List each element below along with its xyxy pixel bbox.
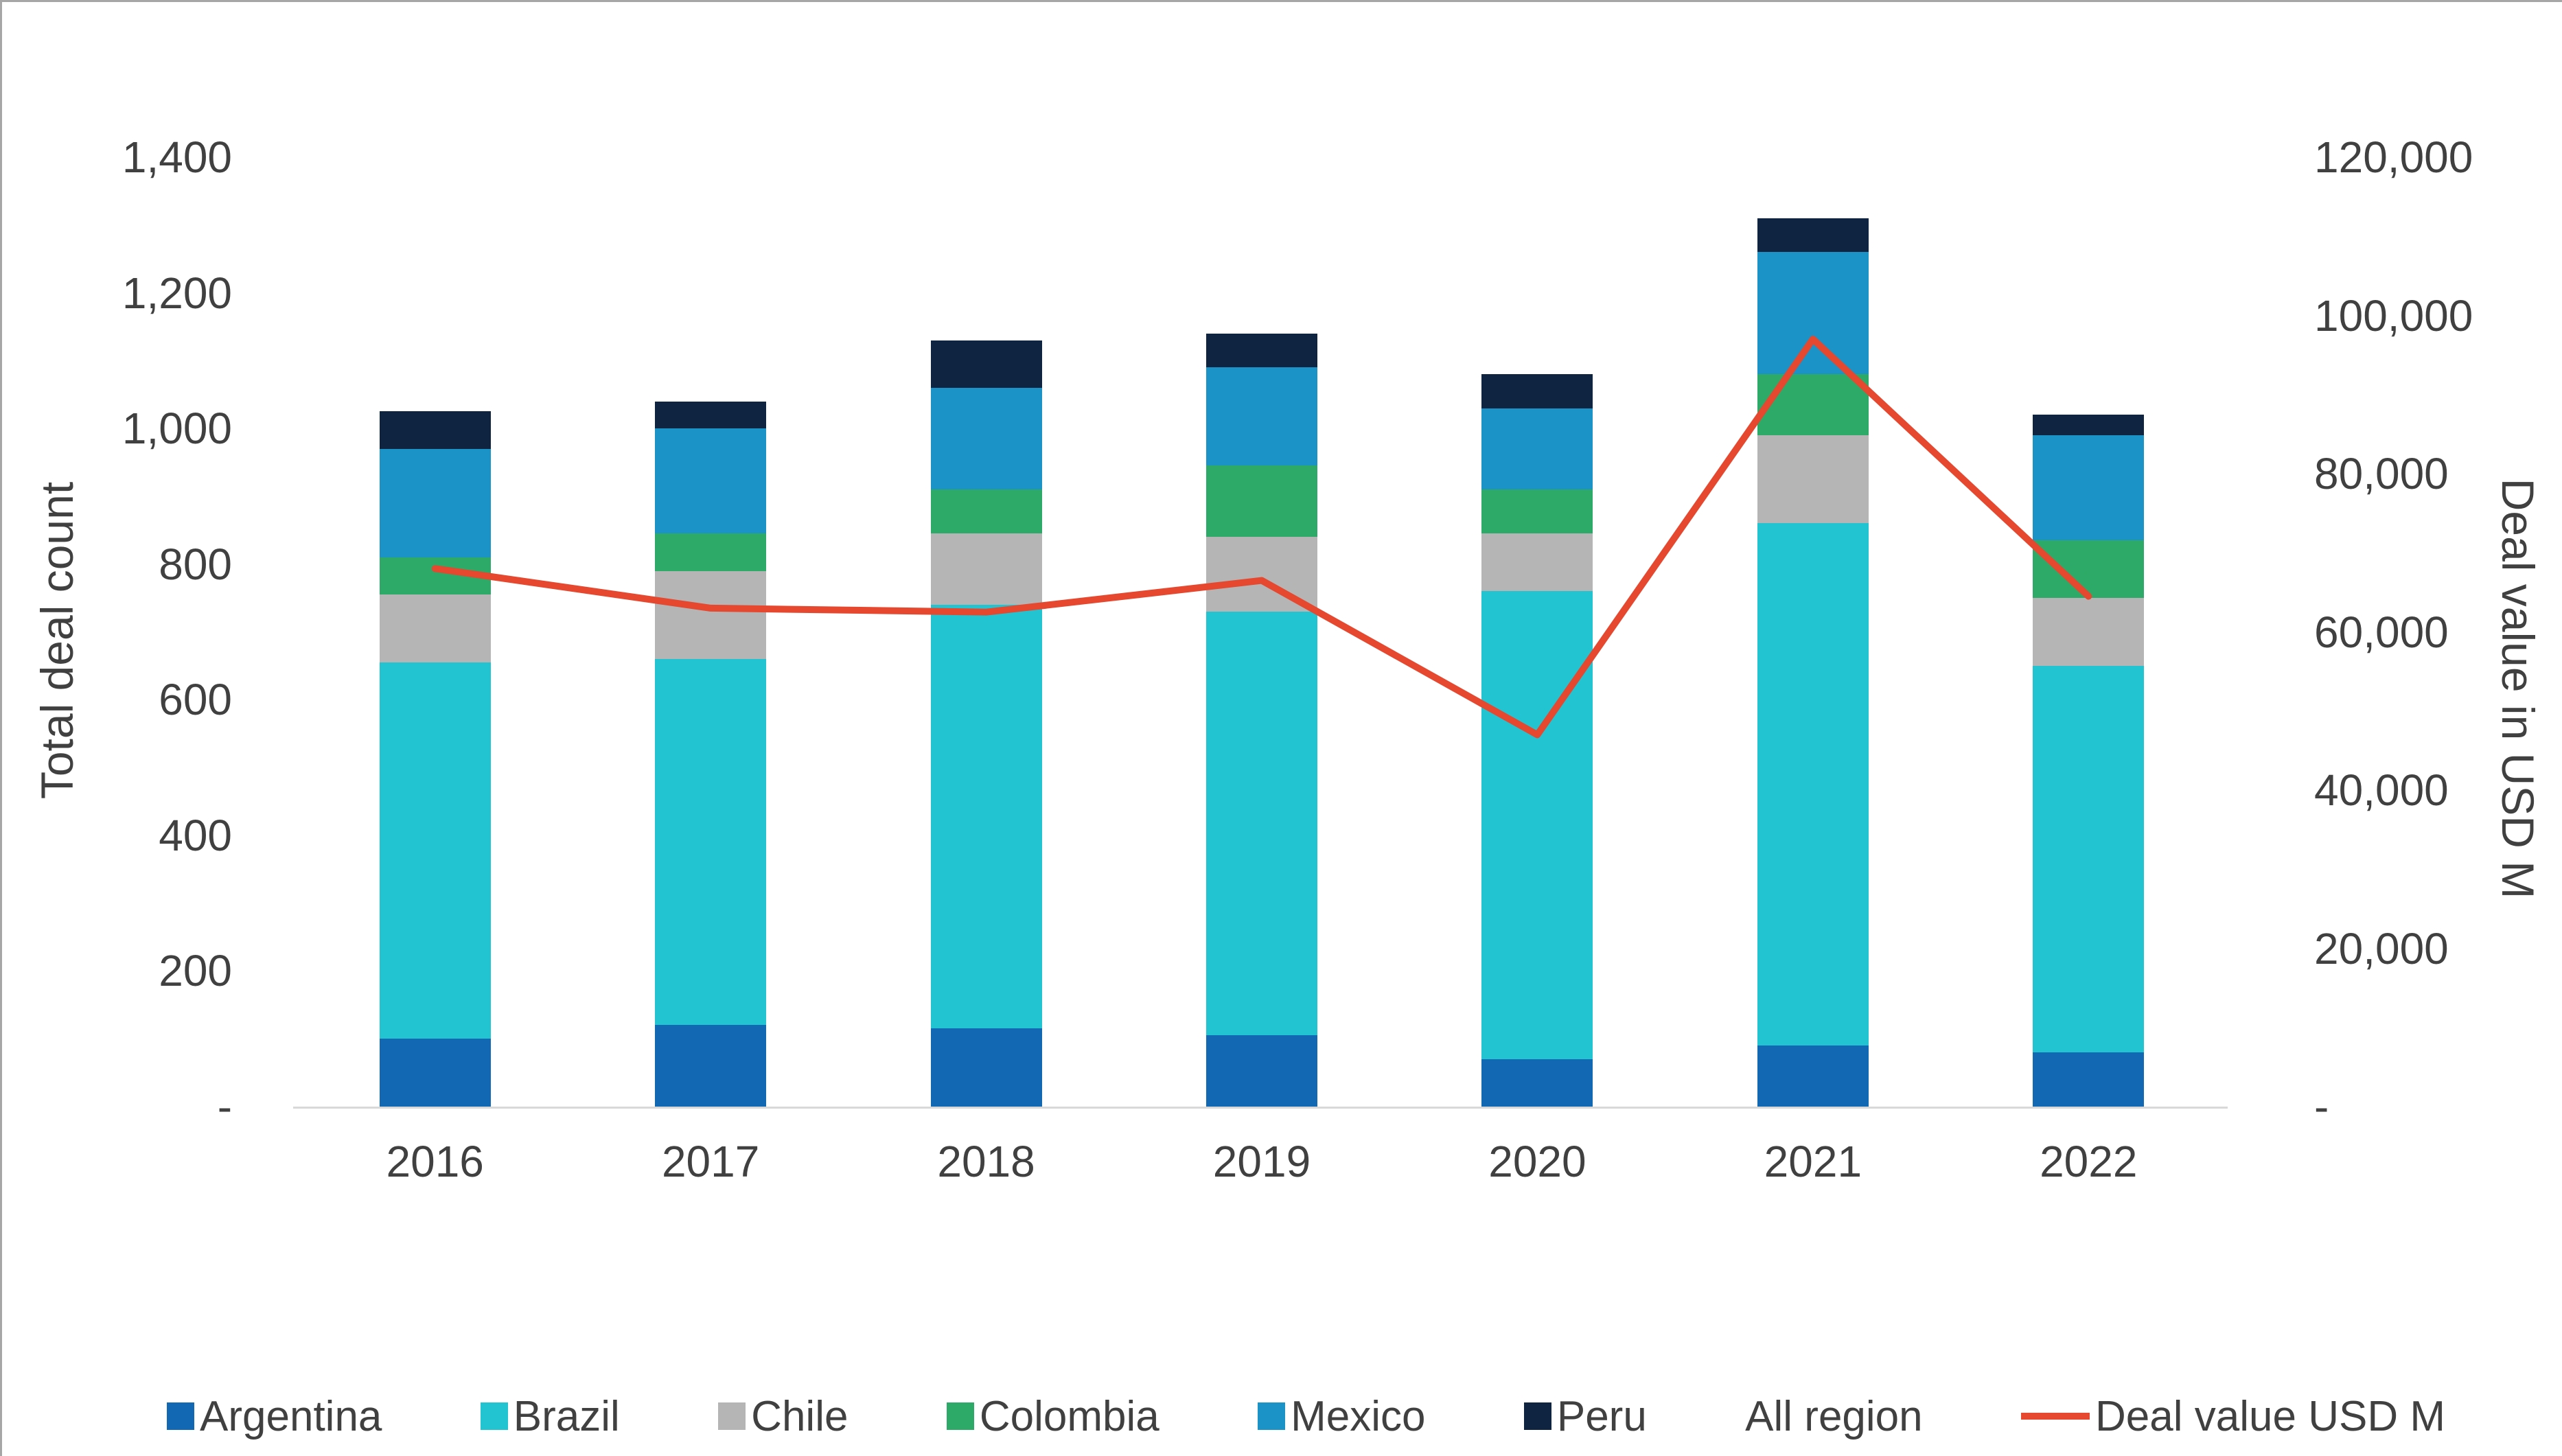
bar-segment-peru-2019	[1206, 333, 1317, 368]
legend-item-all-region: All region	[1745, 1392, 1922, 1441]
bar-segment-peru-2021	[1757, 218, 1869, 253]
x-axis-label-2020: 2020	[1488, 1137, 1586, 1186]
x-axis-label-2019: 2019	[1212, 1137, 1311, 1186]
right-axis-tick-label: 80,000	[2314, 449, 2449, 498]
bar-segment-mexico-2019	[1206, 367, 1317, 466]
bar-segment-argentina-2019	[1206, 1035, 1317, 1107]
legend-square-swatch	[946, 1402, 974, 1430]
bar-segment-brazil-2022	[2033, 665, 2145, 1052]
bar-segment-argentina-2016	[379, 1039, 491, 1107]
bar-segment-brazil-2019	[1206, 611, 1317, 1036]
right-axis-ticks: - 20,000 40,000 60,000 80,000 100,000 120,000	[2314, 2, 2534, 1456]
legend-square-swatch	[480, 1402, 508, 1430]
bar-segment-argentina-2017	[655, 1025, 767, 1107]
legend-item-mexico: Mexico	[1258, 1392, 1425, 1441]
bar-segment-argentina-2020	[1481, 1059, 1593, 1107]
bar-segment-brazil-2017	[655, 659, 767, 1026]
bar-segment-mexico-2016	[379, 448, 491, 557]
bar-segment-chile-2018	[930, 533, 1042, 605]
bar-segment-brazil-2018	[930, 604, 1042, 1029]
left-axis-tick-label: 600	[159, 675, 232, 725]
bar-segment-chile-2019	[1206, 537, 1317, 612]
legend-item-deal-value-usd-m: Deal value USD M	[2021, 1392, 2445, 1441]
bar-segment-chile-2016	[379, 594, 491, 662]
left-axis-tick-label: -	[217, 1082, 232, 1131]
bar-segment-peru-2022	[2033, 415, 2145, 435]
x-axis-label-2018: 2018	[937, 1137, 1035, 1186]
bar-segment-brazil-2016	[379, 662, 491, 1039]
bar-segment-peru-2017	[655, 401, 767, 429]
left-axis-title: Total deal count	[32, 481, 82, 800]
left-axis-tick-label: 800	[159, 539, 232, 589]
left-axis-tick-label: 1,200	[122, 268, 232, 318]
bar-segment-colombia-2022	[2033, 540, 2145, 599]
bar-segment-peru-2018	[930, 340, 1042, 388]
legend-label: Brazil	[513, 1392, 620, 1440]
legend-item-chile: Chile	[718, 1392, 848, 1441]
bar-segment-peru-2020	[1481, 374, 1593, 408]
legend-label: Chile	[751, 1392, 849, 1440]
bar-segment-mexico-2020	[1481, 408, 1593, 490]
legend-item-argentina: Argentina	[167, 1392, 382, 1441]
legend-label: Peru	[1556, 1392, 1647, 1440]
bar-segment-colombia-2020	[1481, 489, 1593, 534]
bar-segment-argentina-2022	[2033, 1052, 2145, 1107]
bar-segment-colombia-2016	[379, 557, 491, 595]
legend-square-swatch	[1258, 1402, 1286, 1430]
bar-segment-mexico-2018	[930, 387, 1042, 490]
legend-item-peru: Peru	[1523, 1392, 1647, 1441]
bar-segment-colombia-2017	[655, 533, 767, 571]
bar-segment-argentina-2021	[1757, 1045, 1869, 1107]
left-axis-tick-label: 200	[159, 946, 232, 996]
legend-label: Argentina	[200, 1392, 382, 1440]
legend-square-swatch	[167, 1402, 194, 1430]
left-axis-ticks: - 200 400 600 800 1,000 1,200 1,400	[84, 2, 232, 1456]
right-axis-tick-label: 40,000	[2314, 765, 2449, 815]
legend-item-colombia: Colombia	[946, 1392, 1159, 1441]
bar-segment-colombia-2021	[1757, 374, 1869, 436]
legend-item-brazil: Brazil	[480, 1392, 620, 1441]
legend-label: Mexico	[1291, 1392, 1426, 1440]
bar-segment-chile-2022	[2033, 598, 2145, 666]
legend-square-swatch	[718, 1402, 746, 1430]
left-axis-tick-label: 1,400	[122, 132, 232, 182]
bar-segment-peru-2016	[379, 411, 491, 449]
bar-segment-argentina-2018	[930, 1028, 1042, 1107]
right-axis-tick-label: 20,000	[2314, 923, 2449, 973]
right-axis-tick-label: 100,000	[2314, 290, 2473, 340]
left-axis-tick-label: 1,000	[122, 404, 232, 454]
bar-segment-chile-2020	[1481, 533, 1593, 592]
bar-segment-chile-2021	[1757, 435, 1869, 524]
left-axis-tick-label: 400	[159, 810, 232, 860]
x-axis-line	[293, 1107, 2228, 1109]
legend-label: Deal value USD M	[2095, 1392, 2445, 1440]
x-axis-label-2016: 2016	[386, 1137, 484, 1186]
legend-square-swatch	[1523, 1402, 1551, 1430]
legend: Argentina Brazil Chile Colombia Mexico Peru Al…	[167, 1387, 2445, 1445]
bar-segment-mexico-2021	[1757, 252, 1869, 375]
bar-segment-brazil-2020	[1481, 591, 1593, 1059]
x-axis-label-2021: 2021	[1764, 1137, 1862, 1186]
legend-label: All region	[1745, 1392, 1923, 1440]
right-axis-tick-label: 60,000	[2314, 607, 2449, 657]
bar-segment-mexico-2022	[2033, 435, 2145, 541]
bar-segment-mexico-2017	[655, 428, 767, 534]
bar-segment-colombia-2018	[930, 489, 1042, 534]
right-axis-tick-label: 120,000	[2314, 132, 2473, 182]
legend-label: Colombia	[979, 1392, 1159, 1440]
bar-segment-chile-2017	[655, 570, 767, 659]
right-axis-tick-label: -	[2314, 1082, 2329, 1131]
legend-line-swatch	[2021, 1413, 2090, 1420]
bar-segment-brazil-2021	[1757, 523, 1869, 1046]
x-axis-label-2022: 2022	[2040, 1137, 2138, 1186]
bar-segment-colombia-2019	[1206, 465, 1317, 538]
x-axis-label-2017: 2017	[661, 1137, 760, 1186]
